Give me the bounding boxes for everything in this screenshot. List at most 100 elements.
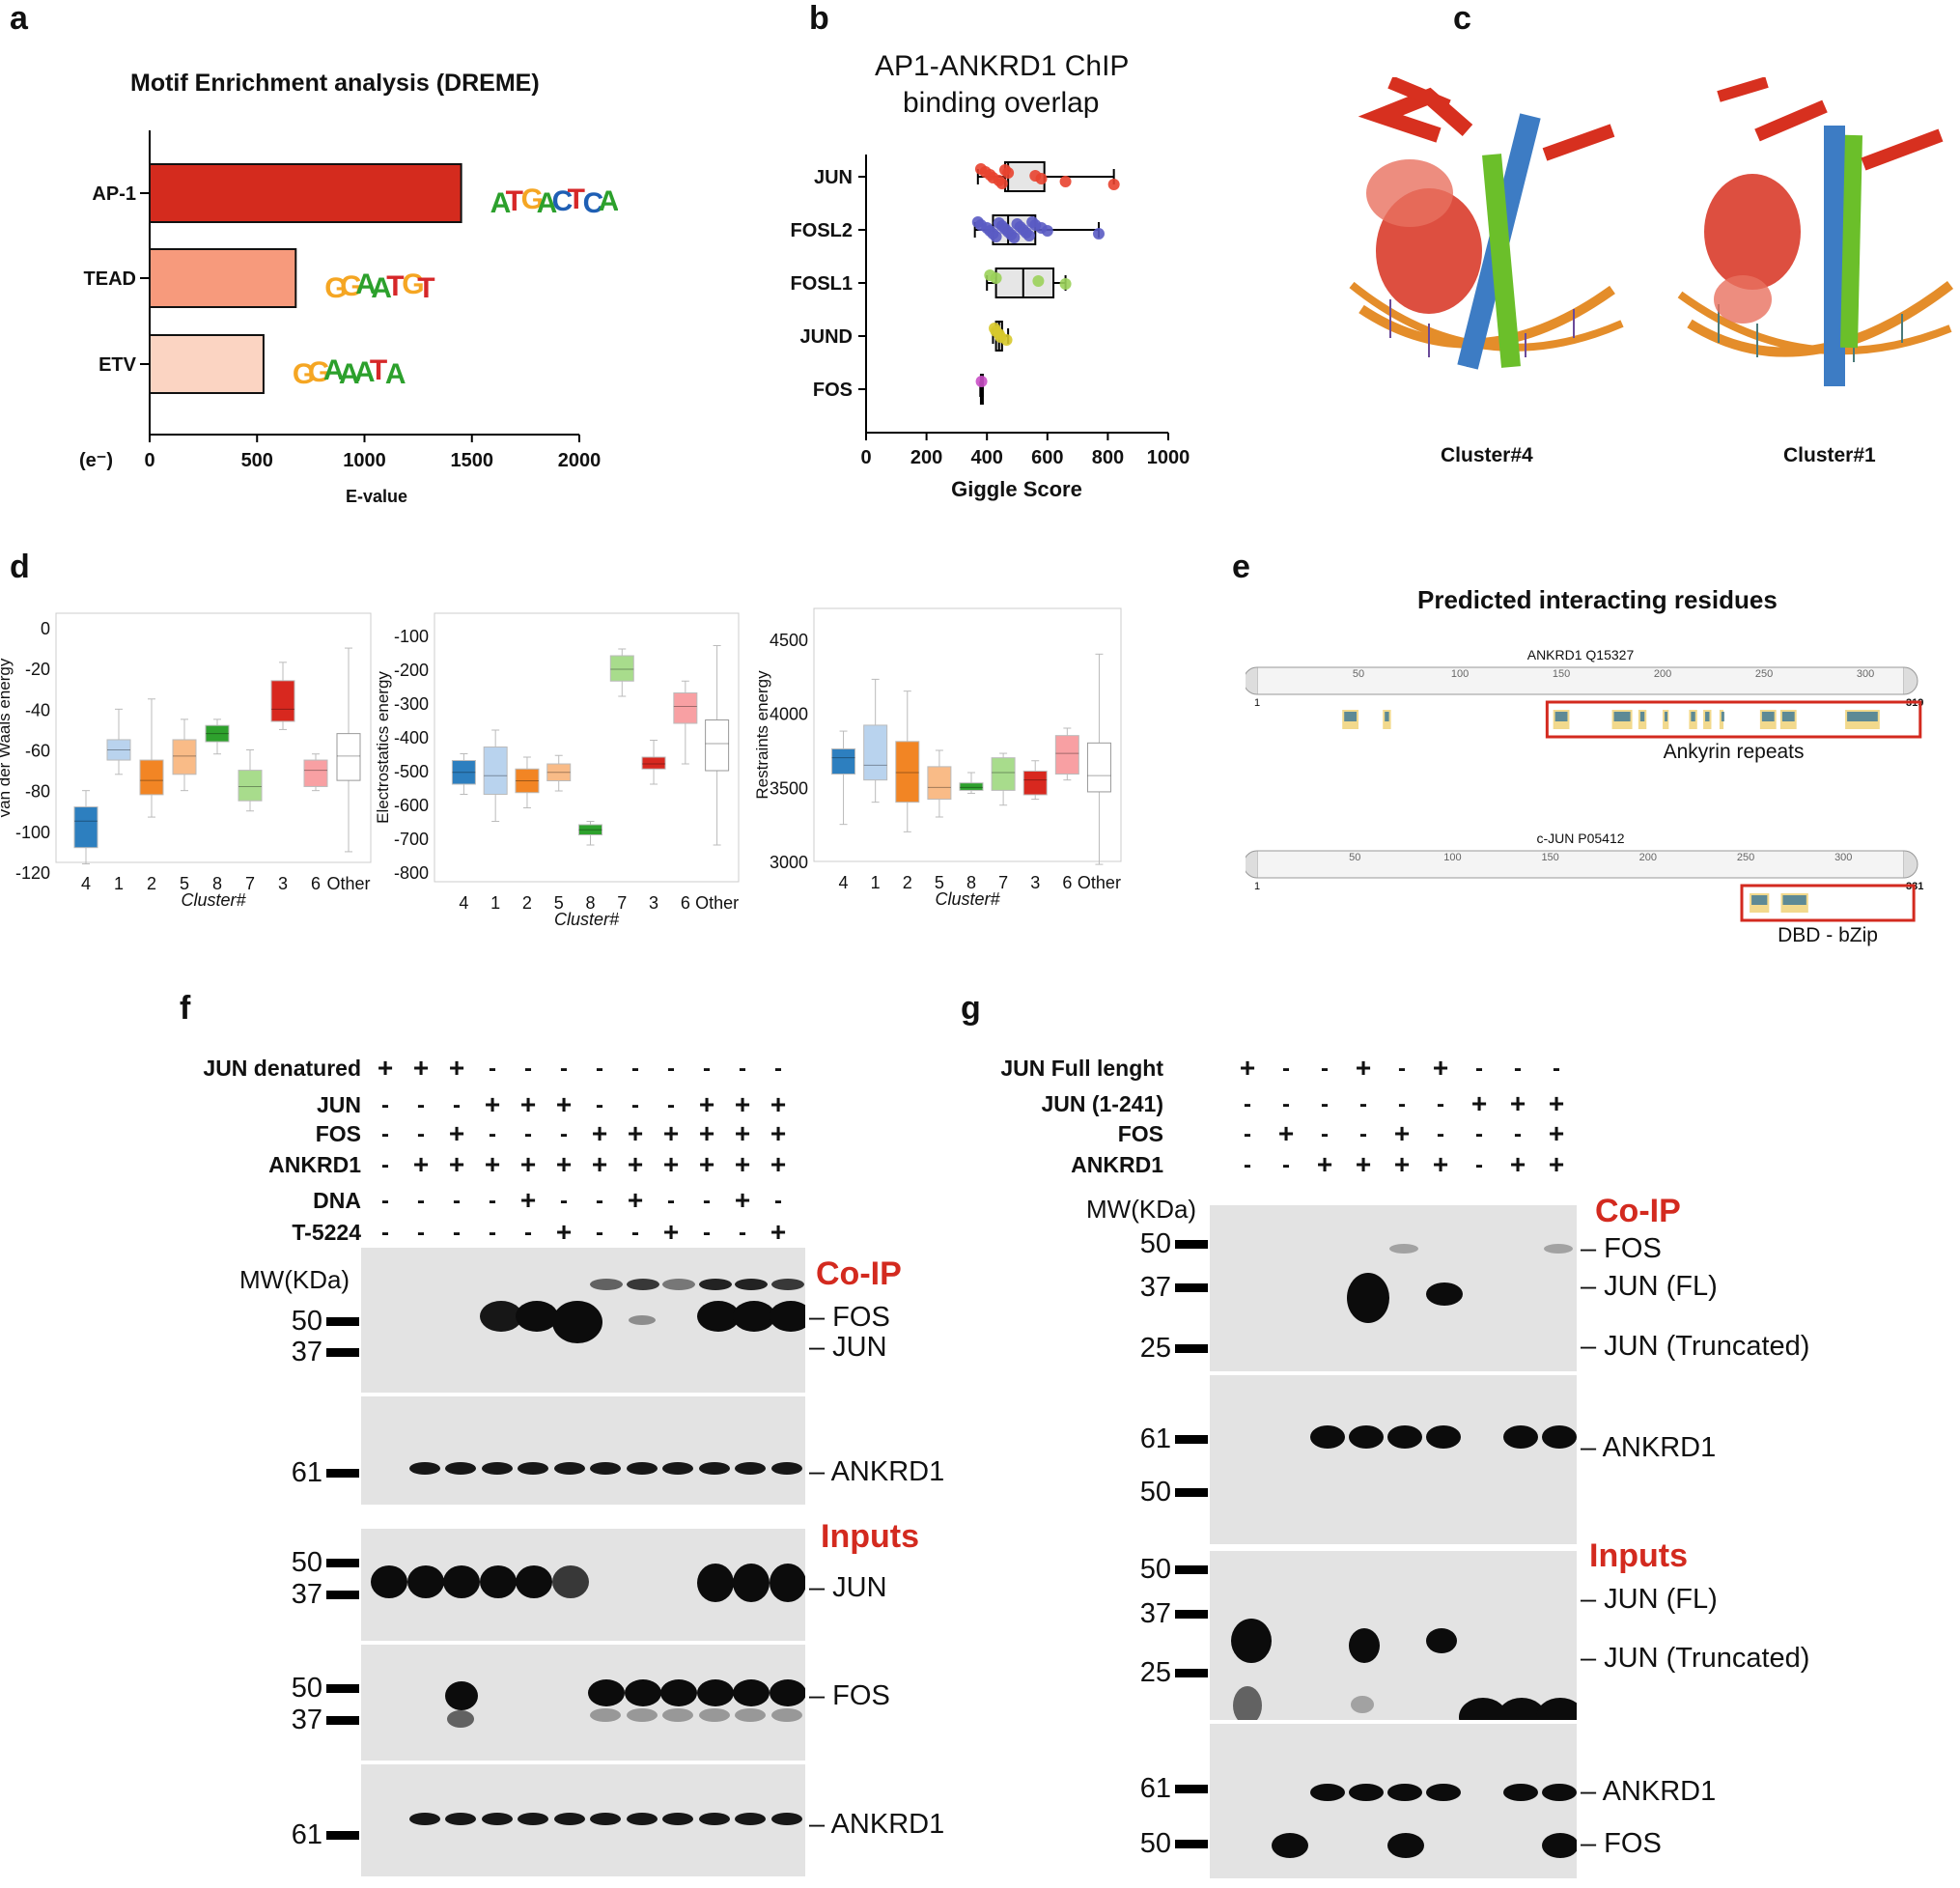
condition-sign: -	[1475, 1152, 1483, 1178]
y-axis-label: Restraints energy	[753, 670, 771, 800]
condition-sign: +	[770, 1149, 787, 1179]
plot-frame	[813, 607, 1122, 862]
band-label: – JUN	[809, 1332, 887, 1363]
condition-sign: -	[1398, 1091, 1406, 1117]
protein-band	[445, 1681, 478, 1710]
condition-label: DNA	[313, 1188, 361, 1213]
motif-letter: G	[402, 268, 424, 300]
mw-marker-label: 37	[291, 1705, 322, 1735]
band-label: – ANKRD1	[809, 1456, 945, 1487]
data-point	[1059, 176, 1072, 187]
condition-sign: +	[555, 1089, 573, 1119]
x-tick-label: 0	[860, 447, 871, 468]
condition-sign: +	[770, 1217, 787, 1247]
x-tick-label: 6	[681, 893, 690, 913]
protein-band	[1426, 1784, 1461, 1801]
condition-sign: +	[448, 1149, 465, 1179]
condition-sign: +	[627, 1149, 644, 1179]
condition-label: JUN Full lenght	[1000, 1056, 1163, 1081]
mw-marker-bar	[1175, 1435, 1208, 1444]
protein-band	[1459, 1698, 1507, 1720]
x-tick-label: 7	[617, 893, 627, 913]
condition-sign: -	[560, 1056, 568, 1082]
data-point	[1059, 278, 1072, 290]
plot-frame	[434, 612, 740, 883]
box-cluster-6	[1054, 735, 1079, 775]
protein-band	[588, 1679, 625, 1706]
mw-marker-bar	[326, 1317, 359, 1326]
track-cap	[1903, 850, 1918, 879]
x-tick-label: 2	[903, 873, 912, 892]
data-point	[1032, 275, 1045, 287]
panel-d-chart-elec: -100 -200 -300 -400 -500 -600 -700 -800 4 1 2 5 8 7 3 6…	[374, 612, 740, 927]
blot-membrane	[361, 1645, 805, 1761]
condition-sign: -	[1359, 1121, 1367, 1147]
condition-sign: +	[1548, 1118, 1565, 1148]
condition-sign: -	[631, 1056, 639, 1082]
condition-sign: +	[698, 1089, 715, 1119]
box-cluster-other	[336, 733, 361, 781]
condition-label: JUN denatured	[203, 1056, 361, 1081]
mw-marker-bar	[1175, 1283, 1208, 1292]
condition-sign: +	[1509, 1149, 1526, 1179]
x-tick-label: 1000	[343, 450, 386, 471]
box-cluster-2	[895, 741, 920, 803]
blot-membrane	[361, 1396, 805, 1505]
protein-track	[1256, 666, 1905, 695]
protein-band	[1349, 1425, 1384, 1449]
bar-ap-1	[149, 163, 462, 223]
condition-sign: -	[1282, 1152, 1290, 1178]
protein-band	[1387, 1425, 1422, 1449]
residue-mark	[1847, 712, 1878, 721]
y-tick-label: -20	[25, 660, 50, 679]
protein-band	[770, 1708, 802, 1722]
condition-sign: +	[627, 1185, 644, 1215]
panel-label-f: f	[180, 990, 191, 1027]
condition-sign: +	[698, 1149, 715, 1179]
band-label: – FOS	[809, 1302, 890, 1333]
panel-b-chart: JUN FOSL2 FOSL1 JUND FOS 0 200 400 600 800 1000 Gig…	[791, 155, 1190, 501]
caption-cluster4: Cluster#4	[1441, 444, 1533, 466]
condition-sign: -	[1244, 1121, 1251, 1147]
region-label: DBD - bZip	[1778, 924, 1878, 946]
protein-band	[447, 1710, 474, 1728]
x-tick-label: 7	[245, 874, 255, 893]
condition-sign: -	[1321, 1121, 1329, 1147]
condition-sign: -	[596, 1056, 603, 1082]
x-tick-label: 3	[1030, 873, 1040, 892]
x-tick-label: 1	[114, 874, 124, 893]
condition-sign: -	[524, 1121, 532, 1147]
box-cluster-8	[959, 782, 984, 791]
y-tick-label: 4500	[770, 631, 808, 650]
mw-marker-bar	[1175, 1240, 1208, 1249]
mw-marker-bar	[326, 1716, 359, 1725]
panel-b-title-line1: AP1-ANKRD1 ChIP	[875, 50, 1130, 82]
condition-sign: -	[453, 1188, 461, 1214]
condition-sign: -	[489, 1188, 496, 1214]
condition-sign: +	[627, 1118, 644, 1148]
mw-marker-label: 37	[291, 1337, 322, 1367]
box-cluster-7	[238, 770, 263, 802]
condition-sign: +	[1277, 1118, 1295, 1148]
track-name: c-JUN P05412	[1536, 831, 1624, 846]
condition-sign: +	[412, 1053, 430, 1083]
motif-letter: T	[568, 183, 585, 215]
protein-band	[628, 1315, 656, 1325]
protein-band	[445, 1813, 476, 1825]
motif-letter: A	[490, 187, 512, 219]
data-point	[995, 178, 1008, 189]
protein-band	[733, 1301, 775, 1332]
mw-marker-bar	[1175, 1488, 1208, 1497]
condition-sign: +	[770, 1118, 787, 1148]
box-cluster-8	[205, 724, 230, 743]
x-axis-label: Cluster#	[935, 889, 1000, 909]
mw-marker-bar	[1175, 1610, 1208, 1619]
condition-sign: +	[591, 1118, 608, 1148]
motif-letter: A	[354, 356, 376, 388]
data-point	[990, 272, 1002, 284]
condition-sign: +	[448, 1118, 465, 1148]
protein-band	[1310, 1425, 1345, 1449]
band-label: – FOS	[809, 1680, 890, 1711]
condition-sign: +	[698, 1118, 715, 1148]
